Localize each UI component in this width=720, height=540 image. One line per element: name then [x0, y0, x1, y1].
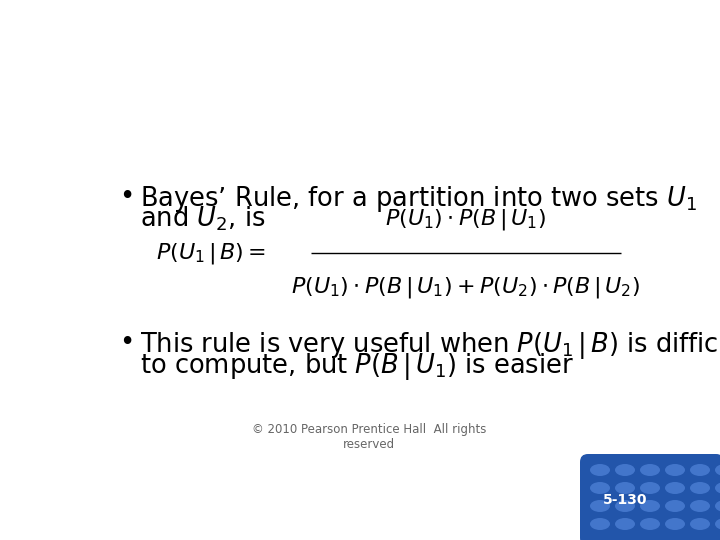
Ellipse shape: [640, 464, 660, 476]
Ellipse shape: [715, 518, 720, 530]
Text: $P(U_1)\cdot P(B\,|\,U_1)+P(U_2)\cdot P(B\,|\,U_2)$: $P(U_1)\cdot P(B\,|\,U_1)+P(U_2)\cdot P(…: [292, 275, 640, 300]
Ellipse shape: [640, 518, 660, 530]
Text: 5-130: 5-130: [603, 493, 647, 507]
Ellipse shape: [715, 464, 720, 476]
Text: © 2010 Pearson Prentice Hall  All rights
reserved: © 2010 Pearson Prentice Hall All rights …: [252, 423, 486, 451]
Ellipse shape: [590, 500, 610, 512]
Ellipse shape: [715, 482, 720, 494]
Ellipse shape: [690, 464, 710, 476]
Ellipse shape: [690, 500, 710, 512]
Ellipse shape: [615, 482, 635, 494]
Ellipse shape: [665, 464, 685, 476]
FancyBboxPatch shape: [580, 454, 720, 540]
Ellipse shape: [640, 500, 660, 512]
Ellipse shape: [615, 464, 635, 476]
Ellipse shape: [590, 464, 610, 476]
Text: $P(U_1)\cdot P(B\,|\,U_1)$: $P(U_1)\cdot P(B\,|\,U_1)$: [385, 207, 546, 232]
Text: This rule is very useful when $P(U_1\,|\,B)$ is difficult: This rule is very useful when $P(U_1\,|\…: [140, 330, 720, 361]
Ellipse shape: [640, 482, 660, 494]
Text: •: •: [120, 330, 135, 356]
Ellipse shape: [690, 482, 710, 494]
Ellipse shape: [615, 518, 635, 530]
Ellipse shape: [665, 500, 685, 512]
Ellipse shape: [590, 518, 610, 530]
Ellipse shape: [665, 518, 685, 530]
Text: to compute, but $P(B\,|\,U_1)$ is easier: to compute, but $P(B\,|\,U_1)$ is easier: [140, 351, 575, 382]
Text: Bayes’ Rule, for a partition into two sets $U_1$: Bayes’ Rule, for a partition into two se…: [140, 184, 698, 214]
Ellipse shape: [615, 500, 635, 512]
Text: •: •: [120, 184, 135, 210]
Ellipse shape: [590, 482, 610, 494]
Ellipse shape: [665, 482, 685, 494]
Ellipse shape: [690, 518, 710, 530]
Text: $P(U_1\,|\,B) = $: $P(U_1\,|\,B) = $: [156, 241, 266, 266]
Text: and $U_2$, is: and $U_2$, is: [140, 205, 266, 233]
Ellipse shape: [715, 500, 720, 512]
